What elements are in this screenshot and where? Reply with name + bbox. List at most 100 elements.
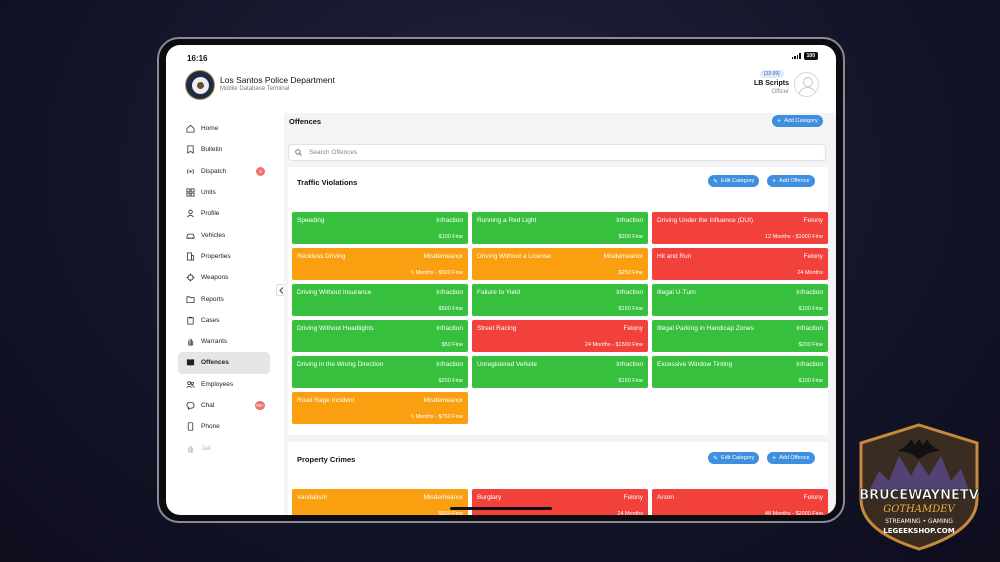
offence-card[interactable]: Reckless Driving Misdemeanor 6 Months - $5… [292,248,468,280]
offence-card[interactable]: Illegal Parking in Handicap Zones Infract… [652,320,828,352]
offence-penalty: $500 Fine [438,511,463,515]
watermark-tagline: STREAMING • GAMING [885,518,953,525]
sidebar-item-label: Reports [201,295,224,303]
offence-class: Infraction [616,289,643,296]
offence-card[interactable]: Road Rage Incident Misdemeanor 6 Months - … [292,392,468,424]
sidebar-item-label: Home [201,125,219,133]
offence-card[interactable]: Driving Without Headlights Infraction $50 … [292,320,468,352]
offence-grid: Speeding Infraction $100 Fine Running a Red… [292,212,828,424]
bat-shield-icon: BRUCEWAYNETV GOTHAMDEV STREAMING • GAMIN… [859,423,979,551]
offence-card[interactable]: Unregistered Vehicle Infraction $150 Fine [472,356,648,388]
user-name: LB Scripts [753,80,789,87]
offence-card[interactable]: Failure to Yield Infraction $150 Fine [472,284,648,316]
sidebar-item-label: Warrants [201,338,228,346]
offence-class: Infraction [436,289,463,296]
offence-penalty: $200 Fine [438,378,463,384]
offence-class: Misdemeanor [423,397,463,404]
home-indicator[interactable] [450,507,552,510]
edit-icon: ✎ [713,178,719,185]
offence-card[interactable]: Driving in the Wrong Direction Infraction… [292,356,468,388]
sidebar-item-chat[interactable]: Chat 99+ [178,395,270,416]
add-category-button[interactable]: + Add Category [772,115,823,127]
add-offence-button[interactable]: + Add Offence [767,452,815,464]
sidebar-item-reports[interactable]: Reports [178,288,270,309]
page-title: Offences [289,117,322,126]
offence-card[interactable]: Street Racing Felony 24 Months - $1500 Fin… [472,320,648,352]
sidebar-item-label: Properties [201,252,231,260]
search-input[interactable] [307,148,611,157]
sidebar-item-weapons[interactable]: Weapons [178,267,270,288]
offence-card[interactable]: Driving Under the Influence (DUI) Felony 1… [652,212,828,244]
edit-icon: ✎ [713,455,719,462]
book-icon [186,358,195,367]
sidebar-item-dispatch[interactable]: Dispatch 3 [178,161,270,182]
offence-card[interactable]: Arson Felony 48 Months - $2000 Fine [652,489,828,515]
plus-icon: + [772,454,777,462]
sidebar-item-properties[interactable]: Properties [178,246,270,267]
offence-penalty: $250 Fine [618,270,643,276]
sidebar-item-label: Jail [201,444,211,452]
offence-name: Driving Without Headlights [297,325,374,332]
offence-card[interactable]: Driving Without Insurance Infraction $500 … [292,284,468,316]
sidebar-item-label: Employees [201,380,234,388]
sidebar-item-label: Vehicles [201,231,226,239]
signal-icon [791,53,801,59]
offence-class: Felony [623,494,643,501]
add-offence-button[interactable]: + Add Offence [767,175,815,187]
offence-name: Running a Red Light [477,217,537,224]
sidebar-item-jail[interactable]: Jail [178,437,270,458]
sidebar-item-bulletin[interactable]: Bulletin [178,139,270,160]
sidebar-item-offences[interactable]: Offences [178,352,270,374]
search-box[interactable] [288,144,826,161]
battery-indicator: 100 [803,52,818,60]
chevron-left-icon [278,286,283,294]
sidebar-item-units[interactable]: Units [178,182,270,203]
sidebar-item-employees[interactable]: Employees [178,374,270,395]
offence-class: Infraction [436,361,463,368]
edit-category-button[interactable]: ✎ Edit Category [708,452,760,464]
add-category-label: Add Category [784,118,818,124]
offence-class: Felony [803,217,823,224]
clipboard-icon [186,316,195,325]
sidebar-item-home[interactable]: Home [178,118,270,139]
offence-card[interactable]: Burglary Felony 24 Months [472,489,648,515]
add-offence-label: Add Offence [779,455,810,461]
offence-card[interactable]: Vandalism Misdemeanor $500 Fine [292,489,468,515]
offence-card[interactable]: Driving Without a License Misdemeanor $250… [472,248,648,280]
offence-card[interactable]: Speeding Infraction $100 Fine [292,212,468,244]
user-avatar[interactable] [794,72,819,97]
sidebar-item-cases[interactable]: Cases [178,310,270,331]
edit-category-button[interactable]: ✎ Edit Category [708,175,760,187]
department-subtitle: Mobile Database Terminal [220,86,290,92]
crosshair-icon [186,273,195,282]
offence-penalty: 48 Months - $2000 Fine [764,511,823,515]
offence-name: Driving Without a License [477,253,551,260]
section-property-crimes: Property Crimes ✎ Edit Category + Add Of… [288,442,828,515]
offence-name: Driving Without Insurance [297,289,372,296]
offence-card[interactable]: Hit and Run Felony 24 Months [652,248,828,280]
hand-icon [186,444,195,453]
offence-class: Infraction [796,325,823,332]
radio-icon [186,167,195,176]
sidebar-item-profile[interactable]: Profile [178,203,270,224]
add-offence-label: Add Offence [779,178,810,184]
offence-name: Speeding [297,217,325,224]
sidebar-item-phone[interactable]: Phone [178,416,270,437]
offence-grid: Vandalism Misdemeanor $500 Fine Burglary Fel… [292,489,828,515]
sidebar-item-warrants[interactable]: Warrants [178,331,270,352]
offence-class: Infraction [616,217,643,224]
edit-category-label: Edit Category [721,178,755,184]
users-icon [186,380,195,389]
folder-icon [186,295,195,304]
offence-card[interactable]: Illegal U-Turn Infraction $100 Fine [652,284,828,316]
hand-icon [186,337,195,346]
notification-badge: 99+ [255,400,265,410]
sidebar-item-label: Profile [201,210,220,218]
sidebar-item-vehicles[interactable]: Vehicles [178,224,270,245]
offence-name: Burglary [477,494,502,501]
offence-penalty: $100 Fine [798,306,823,312]
sidebar-item-label: Phone [201,423,220,431]
offence-card[interactable]: Running a Red Light Infraction $200 Fine [472,212,648,244]
offence-card[interactable]: Excessive Window Tinting Infraction $100 F… [652,356,828,388]
tablet-screen: 16:16 100 Los Santos Police Department M… [166,45,836,515]
